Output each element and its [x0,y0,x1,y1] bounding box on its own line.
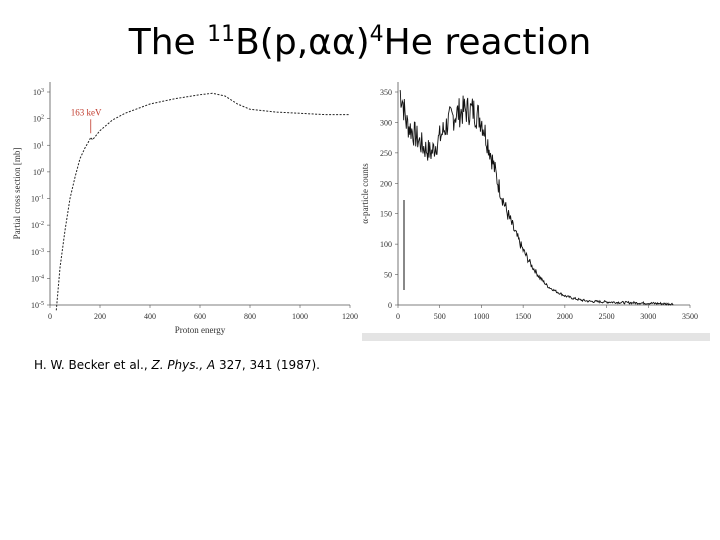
chart2-x-tick-label: 1500 [515,312,531,321]
chart1-series-line [55,92,350,311]
title-sup-he: 4 [369,22,384,47]
chart1-x-tick-label: 1000 [292,312,308,321]
citation-rest: 327, 341 (1987). [215,358,320,372]
chart1-y-tick-label: 100 [33,168,44,177]
chart2-y-tick-label: 50 [384,271,392,280]
title-suffix: He reaction [383,22,592,63]
chart1-x-tick-label: 800 [244,312,256,321]
chart2-y-tick-label: 0 [388,301,392,310]
chart1-y-tick-label: 10-3 [31,248,44,257]
chart1-y-axis-label: Partial cross section [mb] [12,148,22,240]
chart1-y-tick-label: 10-4 [31,274,44,283]
citation-authors: H. W. Becker et al., [34,358,152,372]
chart2-scan-strip [362,333,710,341]
chart2-y-axis-label: α-particle counts [360,163,370,224]
chart1-x-tick-label: 1200 [342,312,358,321]
chart2-x-tick-label: 500 [434,312,446,321]
slide-title: The 11B(p,αα)4He reaction [0,22,720,63]
chart1-y-tick-label: 103 [33,88,44,97]
chart2-y-tick-label: 200 [380,179,392,188]
title-middle: B(p,αα) [235,22,370,63]
chart2-x-tick-label: 0 [396,312,400,321]
chart1-y-tick-label: 10-2 [31,221,44,230]
chart1-x-tick-label: 400 [144,312,156,321]
chart2-y-tick-label: 300 [380,118,392,127]
citation-journal: Z. Phys., A [151,358,216,372]
chart2-y-tick-label: 150 [380,210,392,219]
chart2-x-tick-label: 2500 [599,312,615,321]
chart2-x-tick-label: 3000 [640,312,656,321]
chart2-y-tick-label: 350 [380,88,392,97]
chart1-y-tick-label: 10-1 [31,195,44,204]
chart2-x-tick-label: 1000 [473,312,489,321]
title-sup-mass: 11 [207,22,236,47]
chart2-x-tick-label: 2000 [557,312,573,321]
chart1-y-tick-label: 101 [33,141,44,150]
chart1-y-tick-label: 102 [33,115,44,124]
chart1-y-tick-label: 10-5 [31,301,44,310]
chart1-x-tick-label: 600 [194,312,206,321]
chart1-x-axis-label: Proton energy [175,325,226,335]
chart2-x-tick-label: 3500 [682,312,698,321]
citation: H. W. Becker et al., Z. Phys., A 327, 34… [34,358,320,372]
title-prefix: The [128,22,208,63]
chart1-x-tick-label: 200 [94,312,106,321]
chart1-x-tick-label: 0 [48,312,52,321]
chart2-y-tick-label: 250 [380,149,392,158]
chart2-series-line [399,89,674,306]
chart1-annotation: 163 keV [71,107,102,117]
chart2-y-tick-label: 100 [380,240,392,249]
